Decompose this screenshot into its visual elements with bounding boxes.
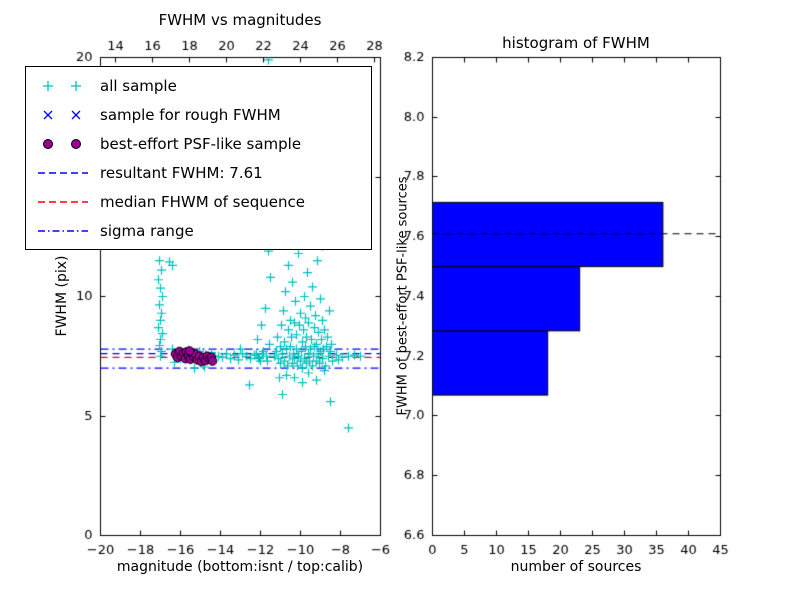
left-y-axis-label: FWHM (pix): [54, 255, 70, 337]
left-chart-title: FWHM vs magnitudes: [158, 11, 322, 29]
legend-item: best-effort PSF-like sample: [26, 129, 371, 158]
right-x-axis-label: number of sources: [510, 559, 642, 575]
legend-item: median FHWM of sequence: [26, 187, 371, 216]
legend-item-label: sample for rough FWHM: [100, 105, 281, 124]
legend: all sample sample for rough FWHM best-effo…: [25, 66, 372, 250]
legend-item: sigma range: [26, 216, 371, 245]
legend-item-label: sigma range: [100, 221, 194, 240]
plus-marker-icon: [43, 80, 81, 91]
legend-item-label: best-effort PSF-like sample: [100, 134, 302, 153]
x-marker-icon: [43, 110, 81, 119]
right-chart-title: histogram of FWHM: [502, 34, 650, 52]
circle-marker-icon: [43, 138, 81, 149]
dashed-line-icon: [38, 200, 88, 203]
legend-item: all sample: [26, 71, 371, 100]
legend-item-label: median FHWM of sequence: [100, 192, 305, 211]
dashdot-line-icon: [38, 229, 88, 232]
dashed-line-icon: [38, 171, 88, 174]
legend-item: resultant FWHM: 7.61: [26, 158, 371, 187]
legend-item-label: all sample: [100, 76, 177, 95]
legend-item-label: resultant FWHM: 7.61: [100, 163, 263, 182]
left-x-axis-label: magnitude (bottom:isnt / top:calib): [116, 559, 364, 575]
legend-item: sample for rough FWHM: [26, 100, 371, 129]
right-y-axis-label: FWHM of best-effort PSF-like sources: [395, 176, 411, 416]
